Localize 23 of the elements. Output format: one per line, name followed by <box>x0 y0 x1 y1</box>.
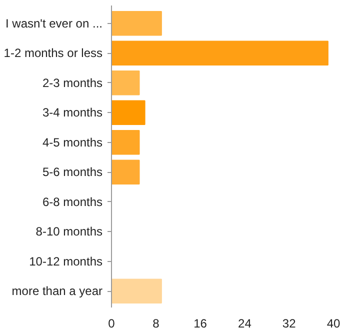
y-tick-label: 1-2 months or less <box>4 46 103 60</box>
y-tick-label: 6-8 months <box>42 194 102 209</box>
y-tick-label: 2-3 months <box>42 76 102 90</box>
x-tick-label: 0 <box>108 316 116 330</box>
bar <box>112 40 328 66</box>
bar <box>112 130 140 155</box>
y-tick-label: more than a year <box>12 284 103 298</box>
y-tick-label: 8-10 months <box>36 224 102 239</box>
x-tick-label: 16 <box>194 316 208 330</box>
bar <box>112 160 140 185</box>
bar <box>112 10 162 36</box>
x-tick-label: 40 <box>326 316 340 330</box>
bar <box>112 70 140 96</box>
y-tick-label: 10-12 months <box>29 254 103 268</box>
bar <box>112 278 162 304</box>
y-tick-label: 3-4 months <box>42 106 102 120</box>
y-tick-label: I wasn't ever on ... <box>6 16 103 30</box>
x-tick-label: 8 <box>152 316 160 330</box>
y-tick-label: 4-5 months <box>42 135 102 150</box>
x-tick-label: 24 <box>238 316 252 330</box>
y-tick-label: 5-6 months <box>42 165 102 180</box>
x-tick-label: 32 <box>282 316 296 330</box>
bar <box>112 100 146 126</box>
